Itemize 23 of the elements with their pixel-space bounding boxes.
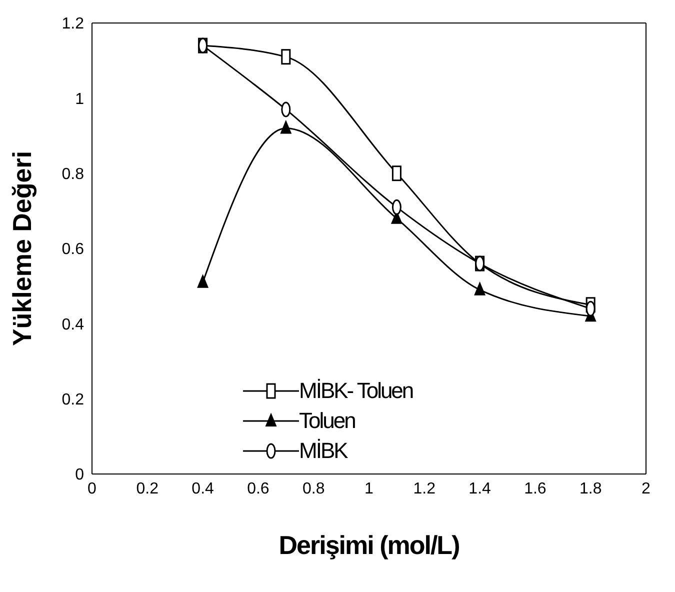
y-tick-label: 0.8 xyxy=(62,166,84,184)
y-tick-label: 0.6 xyxy=(62,241,84,258)
x-tick-label: 1.2 xyxy=(413,480,436,498)
x-tick-label: 0.4 xyxy=(192,480,214,498)
y-tick-label: 1.2 xyxy=(62,16,84,33)
x-tick-label: 0.6 xyxy=(247,480,270,498)
legend-label: MİBK- Toluen xyxy=(299,378,413,404)
x-tick-label: 1 xyxy=(364,480,374,498)
legend-label: Toluen xyxy=(299,408,355,434)
y-tick-label: 0.2 xyxy=(62,392,84,409)
x-tick-label: 0.2 xyxy=(136,480,159,498)
x-tick-label: 1.4 xyxy=(468,480,492,498)
x-tick-label: 2 xyxy=(642,480,651,498)
y-tick-label: 0 xyxy=(75,466,84,484)
x-axis-title: Derişimi (mol/L) xyxy=(278,530,460,560)
x-tick-label: 1.6 xyxy=(524,480,546,498)
x-tick-label: 0 xyxy=(88,480,97,498)
x-tick-label: 0.8 xyxy=(302,480,325,498)
y-tick-label: 1 xyxy=(75,90,84,108)
y-tick-label: 0.4 xyxy=(62,316,84,334)
x-tick-label: 1.8 xyxy=(579,480,602,498)
legend-label: MİBK xyxy=(299,438,347,464)
y-axis-title: Yükleme Değeri xyxy=(7,150,38,346)
